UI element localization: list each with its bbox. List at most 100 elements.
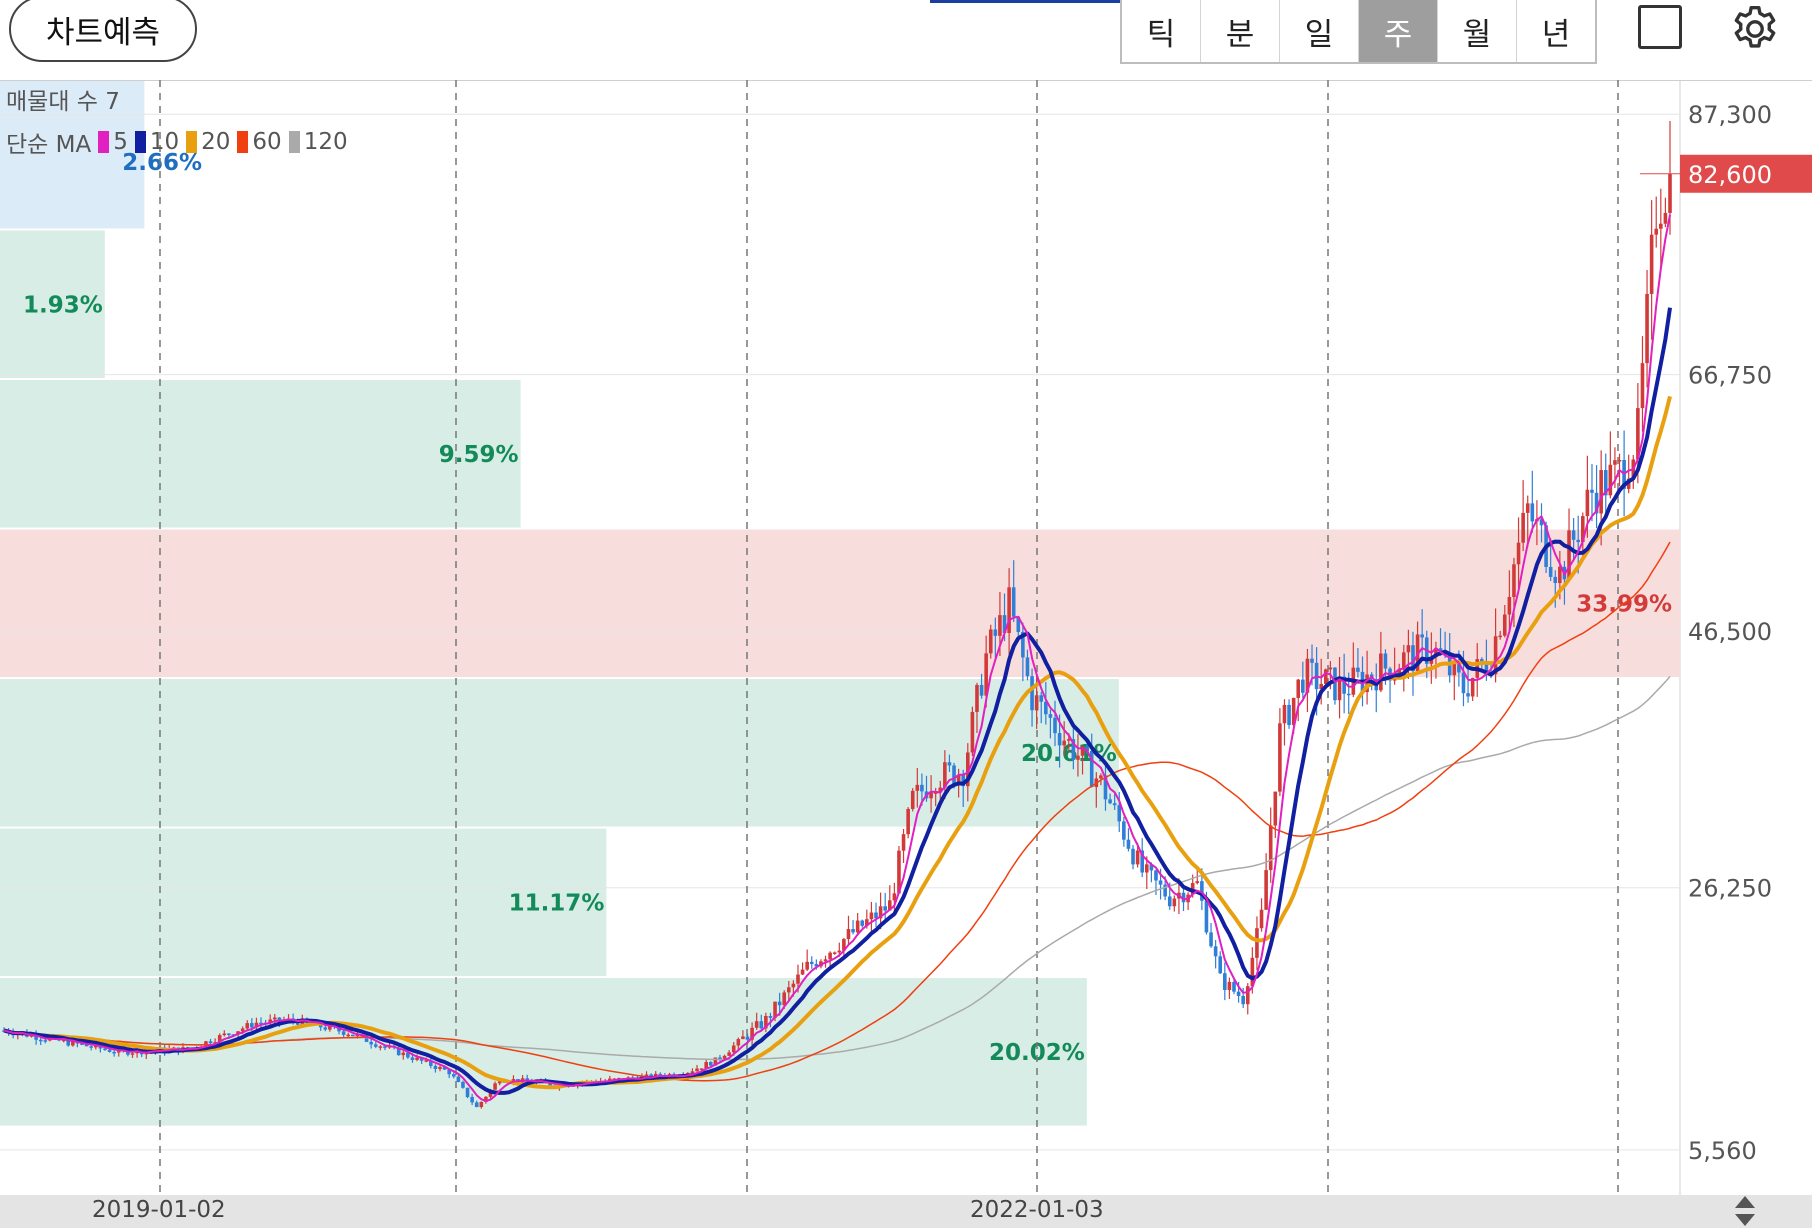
candle-body xyxy=(777,1001,782,1006)
candle-body xyxy=(1089,751,1094,788)
candle-body xyxy=(1048,714,1053,718)
candle-body xyxy=(1521,512,1525,543)
candle-body xyxy=(943,762,947,788)
candle-body xyxy=(89,1046,94,1048)
scroll-arrows-icon[interactable] xyxy=(1732,1194,1758,1228)
candle-body xyxy=(61,1039,66,1042)
candle-body xyxy=(346,1034,351,1037)
candle-body xyxy=(1333,667,1337,701)
candle-body xyxy=(988,629,993,654)
candle-body xyxy=(1296,679,1301,698)
candle-body xyxy=(1044,701,1048,715)
candle-body xyxy=(718,1057,722,1060)
ma20-label: 20 xyxy=(201,129,231,155)
candle-body xyxy=(828,952,832,960)
candle-body xyxy=(470,1097,474,1103)
candle-body xyxy=(736,1039,741,1046)
candle-body xyxy=(1255,928,1259,958)
candle-body xyxy=(373,1044,378,1047)
candle-body xyxy=(1144,864,1149,873)
ma5-line xyxy=(3,214,1671,1103)
candle-body xyxy=(429,1060,433,1066)
candle-body xyxy=(1525,503,1530,513)
candle-body xyxy=(1571,530,1576,540)
candle-body xyxy=(80,1043,84,1045)
candle-body xyxy=(1167,896,1172,907)
candle-body xyxy=(272,1017,277,1020)
candle-body xyxy=(837,950,842,953)
candle-body xyxy=(1365,674,1369,693)
x-axis-bar[interactable] xyxy=(0,1195,1812,1228)
candle-body xyxy=(1461,672,1466,694)
ma10-label: 10 xyxy=(149,129,180,155)
candle-body xyxy=(484,1096,488,1102)
candle-body xyxy=(461,1081,465,1088)
candle-body xyxy=(1654,228,1659,235)
candle-body xyxy=(277,1017,282,1022)
candle-body xyxy=(1346,693,1351,696)
candle-body xyxy=(1585,489,1590,517)
candle-body xyxy=(1356,667,1360,672)
chart-predict-button[interactable]: 차트예측 xyxy=(9,0,197,62)
candle-body xyxy=(1071,739,1076,760)
candle-body xyxy=(410,1057,415,1060)
tab-day[interactable]: 일 xyxy=(1280,0,1359,62)
tab-year[interactable]: 년 xyxy=(1541,16,1571,53)
gear-icon[interactable] xyxy=(1726,0,1784,58)
tab-tick[interactable]: 틱 xyxy=(1122,0,1201,62)
candle-body xyxy=(474,1102,479,1108)
candle-body xyxy=(71,1040,75,1046)
candle-body xyxy=(1241,995,1245,1005)
tab-month[interactable]: 월 xyxy=(1438,0,1517,62)
candle-body xyxy=(107,1049,112,1052)
candle-body xyxy=(442,1067,447,1070)
candle-body xyxy=(268,1019,272,1023)
candle-body xyxy=(1291,697,1296,726)
candle-body xyxy=(438,1067,442,1070)
candle-body xyxy=(1002,615,1007,633)
candle-body xyxy=(947,762,952,766)
candle-body xyxy=(1452,661,1457,676)
volume-profile-bar xyxy=(0,679,1119,827)
candle-body xyxy=(704,1062,708,1069)
candle-body xyxy=(1617,459,1622,462)
candle-body xyxy=(1498,635,1502,638)
candle-body xyxy=(713,1057,718,1066)
candle-body xyxy=(708,1062,713,1066)
candle-body xyxy=(1163,884,1167,897)
candle-body xyxy=(1278,723,1282,792)
candle-body xyxy=(1158,880,1163,885)
candle-body xyxy=(1553,576,1558,584)
candle-body xyxy=(1080,746,1085,756)
candle-body xyxy=(548,1082,552,1086)
candle-body xyxy=(323,1027,328,1030)
current-price-label: 82,600 xyxy=(1688,161,1772,189)
candle-body xyxy=(768,1015,773,1018)
candle-body xyxy=(208,1041,213,1044)
candle-body xyxy=(1310,658,1314,663)
tab-week[interactable]: 주 xyxy=(1359,0,1438,62)
candle-body xyxy=(1025,657,1030,677)
candle-body xyxy=(1594,492,1599,514)
candle-body xyxy=(1470,677,1475,697)
candle-body xyxy=(1530,503,1535,522)
candle-body xyxy=(874,912,878,919)
candle-body xyxy=(800,969,805,975)
tab-minute[interactable]: 분 xyxy=(1201,0,1280,62)
top-toolbar: 차트예측 틱 분 일 주 월 년 xyxy=(0,0,1812,80)
candle-body xyxy=(644,1074,649,1077)
ma-legend-label: 단순 MA xyxy=(6,132,92,158)
candle-body xyxy=(787,987,791,993)
candle-body xyxy=(1103,775,1108,800)
candle-body xyxy=(1140,850,1145,873)
volume-profile-bar xyxy=(0,529,1680,678)
fullscreen-square-icon[interactable] xyxy=(1634,0,1686,54)
candle-body xyxy=(497,1081,502,1084)
candle-body xyxy=(887,900,892,911)
candle-body xyxy=(1149,864,1154,871)
candle-body xyxy=(1039,695,1044,702)
candle-body xyxy=(1493,636,1498,675)
y-tick-label: 87,300 xyxy=(1688,101,1772,129)
candle-body xyxy=(1011,587,1016,617)
